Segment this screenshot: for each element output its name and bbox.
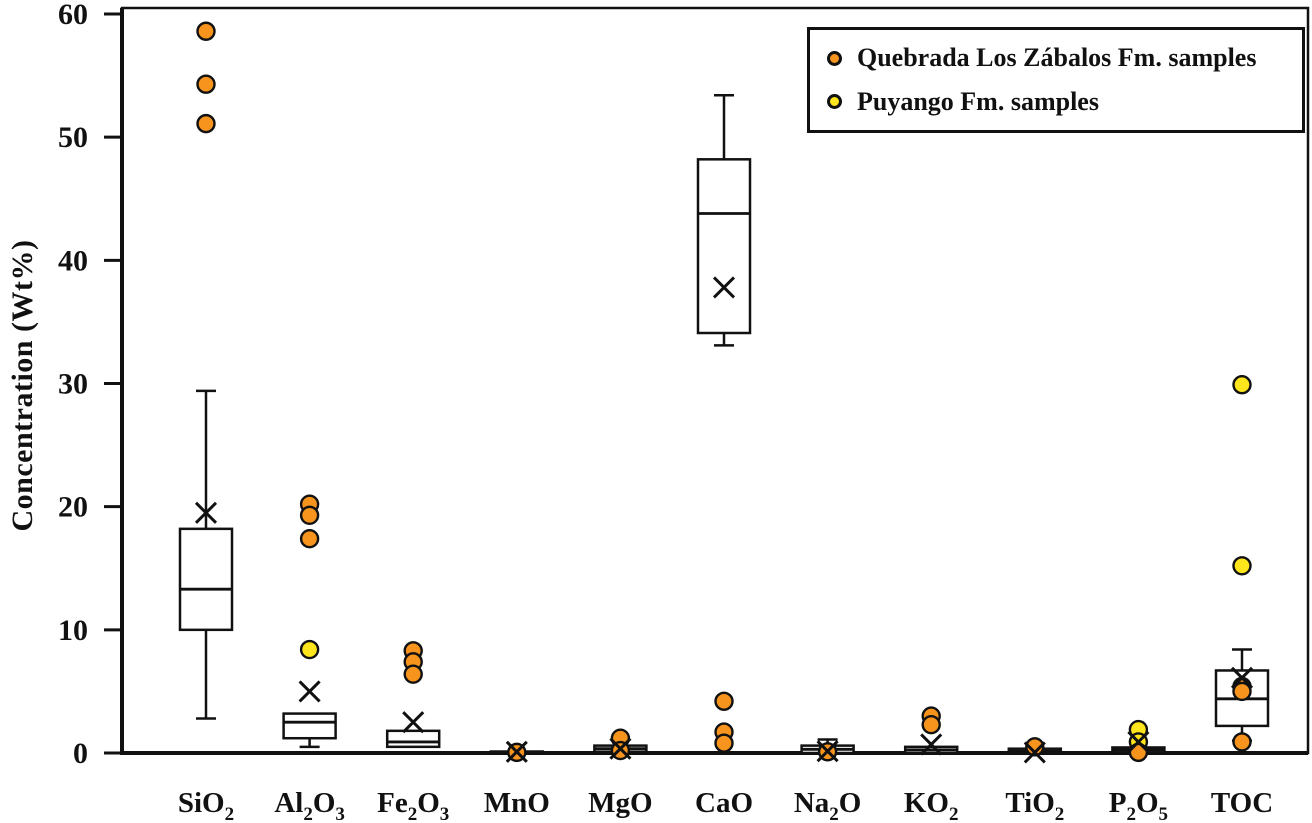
mean-x-marker-Al2O3 (298, 680, 321, 703)
quebrada-sample-point (403, 664, 423, 684)
box-CaO (696, 94, 752, 347)
quebrada-sample-point (1232, 732, 1252, 752)
mean-markers (194, 276, 1254, 764)
quebrada-sample-point (1025, 737, 1045, 757)
legend: Quebrada Los Zábalos Fm. samples Puyango… (807, 27, 1305, 133)
box-Fe2O3 (385, 729, 441, 749)
x-axis-label-P2O5: P2O5 (1109, 787, 1168, 823)
quebrada-sample-point (921, 714, 941, 735)
quebrada-sample-point (714, 691, 734, 711)
quebrada-sample-point (196, 21, 216, 41)
legend-label-puyango: Puyango Fm. samples (857, 86, 1099, 116)
mean-x-marker-CaO (712, 276, 736, 299)
y-tick-label: 30 (58, 368, 88, 401)
x-axis-labels: SiO2 Al2O3 Fe2O3 MnO MgO CaO Na2O KO2 TiO2 P2O5 TO… (178, 787, 1273, 823)
x-axis-label-TiO2: TiO2 (1005, 787, 1064, 823)
quebrada-sample-point (299, 528, 320, 549)
legend-item-quebrada: Quebrada Los Zábalos Fm. samples (827, 43, 1302, 73)
puyango-sample-point (1232, 556, 1252, 576)
mean-x-marker-TOC (1230, 666, 1254, 689)
mean-x-marker-Na2O (816, 740, 839, 763)
y-axis-title: Concentration (Wt%) (6, 239, 39, 532)
y-tick-label: 10 (58, 614, 88, 647)
box-SiO2 (178, 389, 234, 720)
x-axis-label-MnO: MnO (484, 787, 550, 819)
y-tick-label: 20 (58, 491, 88, 524)
box-Al2O3 (282, 712, 337, 749)
y-tick-label: 40 (58, 244, 88, 277)
x-axis-label-CaO: CaO (695, 787, 753, 819)
quebrada-sample-point (1232, 681, 1252, 702)
y-tick-label: 0 (73, 737, 88, 770)
iqr-box (178, 527, 234, 632)
y-axis-ticks: 0 10 20 30 40 50 60 (58, 0, 122, 770)
puyango-sample-dot-icon (827, 94, 842, 110)
x-axis-label-MgO: MgO (588, 787, 652, 819)
quebrada-sample-point (299, 505, 320, 525)
y-tick-label: 50 (58, 121, 88, 154)
x-axis-label-TOC: TOC (1211, 787, 1273, 819)
quebrada-sample-point (196, 113, 216, 134)
iqr-box (385, 729, 441, 749)
iqr-box (696, 158, 752, 335)
iqr-box (282, 712, 337, 740)
mean-x-marker-Fe2O3 (402, 711, 425, 734)
boxes (178, 94, 1270, 755)
puyango-sample-point (1232, 375, 1252, 395)
box-KO2 (903, 745, 959, 755)
x-axis-label-Fe2O3: Fe2O3 (377, 787, 449, 823)
quebrada-sample-point (196, 74, 216, 94)
quebrada-sample-point (714, 733, 734, 753)
legend-label-quebrada: Quebrada Los Zábalos Fm. samples (857, 43, 1257, 73)
mean-x-marker-MnO (505, 740, 528, 763)
x-axis-label-Na2O: Na2O (794, 787, 862, 823)
mean-x-marker-TiO2 (1023, 741, 1046, 764)
quebrada-sample-dot-icon (827, 50, 842, 66)
x-axis-label-SiO2: SiO2 (178, 787, 234, 823)
mean-x-marker-KO2 (920, 733, 943, 756)
puyango-sample-point (299, 639, 320, 660)
x-axis-label-KO2: KO2 (904, 787, 959, 823)
x-axis-label-Al2O3: Al2O3 (274, 787, 345, 823)
mean-x-marker-P2O5 (1127, 730, 1150, 753)
legend-item-puyango: Puyango Fm. samples (827, 87, 1302, 117)
mean-x-marker-SiO2 (194, 501, 218, 524)
y-tick-label: 60 (58, 0, 88, 31)
mean-x-marker-MgO (609, 737, 632, 760)
